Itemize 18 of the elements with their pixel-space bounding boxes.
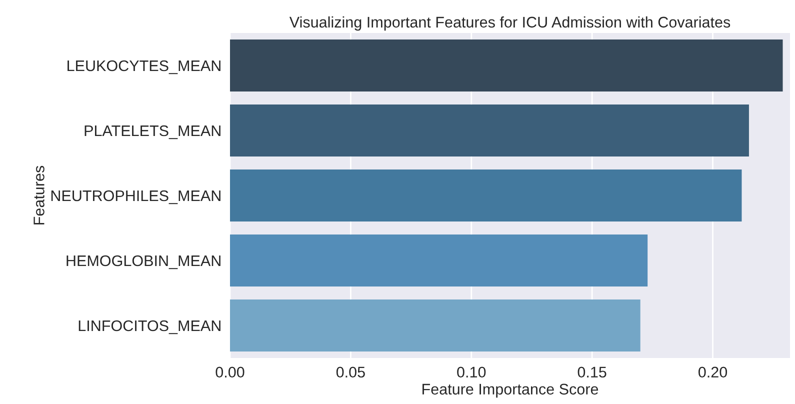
bar — [230, 104, 749, 156]
chart-title: Visualizing Important Features for ICU Admission with Covariates — [289, 16, 730, 31]
x-axis-title: Feature Importance Score — [422, 384, 598, 398]
bar — [230, 300, 640, 352]
bar — [230, 170, 742, 222]
x-tick-label: 0.15 — [578, 366, 606, 378]
y-tick-label: HEMOGLOBIN_MEAN — [66, 255, 220, 270]
y-axis-title: Features — [34, 166, 44, 224]
bar — [230, 40, 783, 92]
x-tick-label: 0.00 — [216, 366, 244, 378]
x-tick-label: 0.20 — [698, 366, 728, 378]
x-tick-label: 0.10 — [457, 366, 486, 378]
y-tick-label: LEUKOCYTES_MEAN — [68, 60, 220, 74]
y-tick-label: NEUTROPHILES_MEAN — [51, 190, 220, 204]
bar — [230, 234, 648, 286]
y-tick-label: PLATELETS_MEAN — [84, 125, 220, 140]
y-tick-label: LINFOCITOS_MEAN — [78, 320, 220, 334]
x-tick-label: 0.05 — [336, 366, 365, 378]
